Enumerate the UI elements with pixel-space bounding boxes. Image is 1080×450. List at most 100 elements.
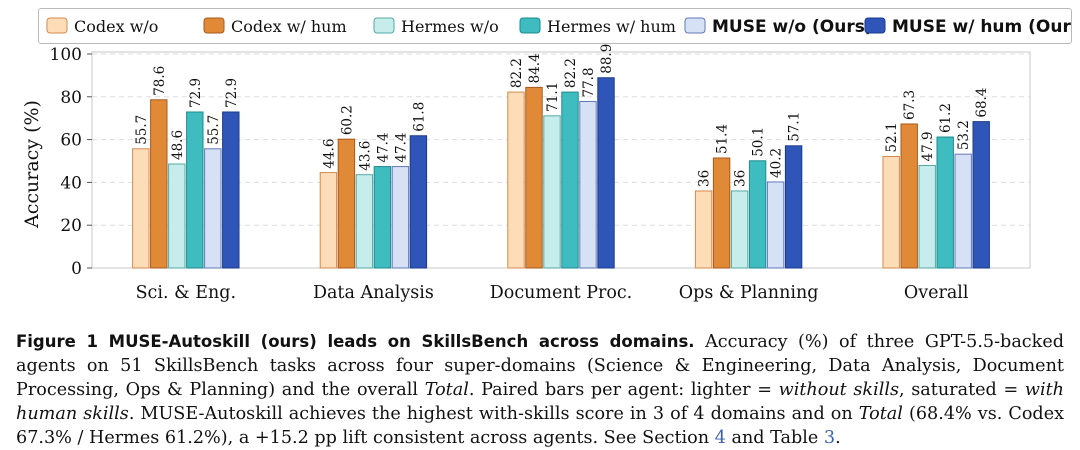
bar-hermes-w-o-data-analysis [355,174,374,269]
bar-codex-w-hum-ops-planning [712,157,731,269]
data-label: 36 [697,170,713,187]
y-tick-label: 40 [60,173,82,193]
data-label: 43.6 [357,141,373,171]
caption-text-5: (68.4% vs. Codex 67.3% / Hermes 61.2%), … [16,404,1065,448]
caption-text-2: . Paired bars per agent: lighter = [468,380,772,400]
bar-hermes-w-o-ops-planning [730,190,749,269]
bar-muse-w-o-ours-document-proc [579,101,597,269]
data-label: 47.4 [393,133,409,163]
bar-codex-w-o-document-proc [507,91,525,269]
bar-codex-w-hum-sci-eng [150,99,168,269]
caption-total-1: Total [424,380,469,400]
bar-codex-w-o-overall [882,156,900,269]
bar-muse-w-o-ours-data-analysis [391,166,410,269]
bar-hermes-w-hum-overall [936,136,954,269]
data-label: 71.1 [545,82,561,112]
data-label: 53.2 [956,120,972,150]
bar-hermes-w-o-document-proc [543,115,561,269]
figure-caption: Figure 1 MUSE-Autoskill (ours) leads on … [16,330,1064,450]
caption-without-skills: without skills [778,380,899,400]
x-tick-label: Data Analysis [313,283,434,303]
x-tick-label: Sci. & Eng. [136,283,236,303]
bar-codex-w-o-data-analysis [319,172,338,269]
data-label: 36 [733,170,749,187]
data-label: 72.9 [188,78,204,108]
legend-swatch-muse-w-o-ours [684,17,706,34]
y-tick-label: 20 [60,216,82,236]
bar-codex-w-o-sci-eng [132,148,150,269]
legend-swatch-codex-w-hum [203,17,225,34]
legend-label-codex-w-hum: Codex w/ hum [231,17,347,36]
legend-label-muse-w-hum-ours: MUSE w/ hum (Ours) [892,17,1071,37]
chart-legend: Codex w/o Codex w/ hum Hermes w/o Hermes w/… [38,8,1080,44]
legend-label-codex-w-o: Codex w/o [74,17,158,36]
bar-codex-w-o-ops-planning [694,190,713,269]
y-tick-label: 100 [50,45,82,65]
data-label: 82.2 [563,58,579,88]
bar-hermes-w-hum-document-proc [561,91,579,269]
legend-swatch-codex-w-o [46,17,68,34]
data-label: 40.2 [769,148,785,178]
data-label: 88.9 [599,44,615,74]
data-label: 57.1 [787,112,803,142]
y-axis-label: Accuracy (%) [21,100,43,229]
bar-hermes-w-hum-data-analysis [373,166,392,269]
bar-muse-w-o-ours-overall [954,153,972,269]
caption-text-1: Accuracy (%) of three GPT-5.5-backed age… [16,332,1064,400]
y-tick-label: 0 [71,259,82,279]
caption-text-6: and Table [731,428,819,448]
data-label: 84.4 [527,53,543,83]
bar-codex-w-hum-data-analysis [337,138,356,269]
caption-text-4: . MUSE-Autoskill achieves the highest wi… [128,404,853,424]
legend-canvas: Codex w/o Codex w/ hum Hermes w/o Hermes w/… [46,17,1080,37]
bar-muse-w-o-ours-ops-planning [766,181,785,269]
caption-text-3: , saturated = [899,380,1019,400]
caption-with-human: with human skills [16,380,1064,424]
data-label: 51.4 [715,124,731,154]
bar-muse-w-hum-ours-ops-planning [784,145,803,269]
legend-label-muse-w-o-ours: MUSE w/o (Ours) [712,17,873,37]
table-reference-link[interactable]: 3 [823,428,836,448]
legend-swatch-hermes-w-o [373,17,395,34]
data-label: 78.6 [152,66,168,96]
data-label: 61.8 [411,102,427,132]
legend-swatch-hermes-w-hum [519,17,541,34]
bar-hermes-w-hum-sci-eng [186,111,204,269]
data-label: 50.1 [751,127,767,157]
data-label: 52.1 [884,122,900,152]
plot-area [91,51,1031,269]
bar-chart: 0 20 40 60 80 100 Accuracy (%) 55.7 78.6 48.6 72.9… [21,44,1031,303]
data-label: 61.2 [938,103,954,133]
legend-swatch-muse-w-hum-ours [864,17,886,34]
legend-label-hermes-w-o: Hermes w/o [401,17,499,36]
y-tick-label: 60 [60,131,82,151]
bar-muse-w-hum-ours-document-proc [597,77,615,269]
x-tick-label: Ops & Planning [679,283,819,303]
bar-hermes-w-o-sci-eng [168,163,186,269]
data-label: 77.8 [581,67,597,97]
y-tick-label: 80 [60,88,82,108]
bar-muse-w-hum-ours-overall [972,121,990,269]
data-label: 60.2 [339,105,355,135]
data-label: 55.7 [206,115,222,145]
data-label: 72.9 [224,78,240,108]
bar-muse-w-hum-ours-sci-eng [222,111,240,269]
data-label: 48.6 [170,130,186,160]
data-label: 47.9 [920,131,936,161]
bar-muse-w-o-ours-sci-eng [204,148,222,269]
bar-hermes-w-hum-ops-planning [748,160,767,269]
bar-muse-w-hum-ours-data-analysis [409,135,428,269]
legend-label-hermes-w-hum: Hermes w/ hum [547,17,676,36]
data-label: 47.4 [375,133,391,163]
bar-codex-w-hum-overall [900,123,918,269]
data-label: 67.3 [902,90,918,120]
bar-hermes-w-o-overall [918,164,936,269]
data-label: 68.4 [974,88,990,118]
caption-label: Figure 1 MUSE-Autoskill (ours) leads on … [16,332,695,351]
data-label: 55.7 [134,115,150,145]
x-tick-label: Document Proc. [490,283,633,303]
x-tick-label: Overall [904,283,969,303]
caption-text-7: . [835,428,841,448]
data-label: 44.6 [321,138,337,168]
section-reference-link[interactable]: 4 [714,428,726,448]
